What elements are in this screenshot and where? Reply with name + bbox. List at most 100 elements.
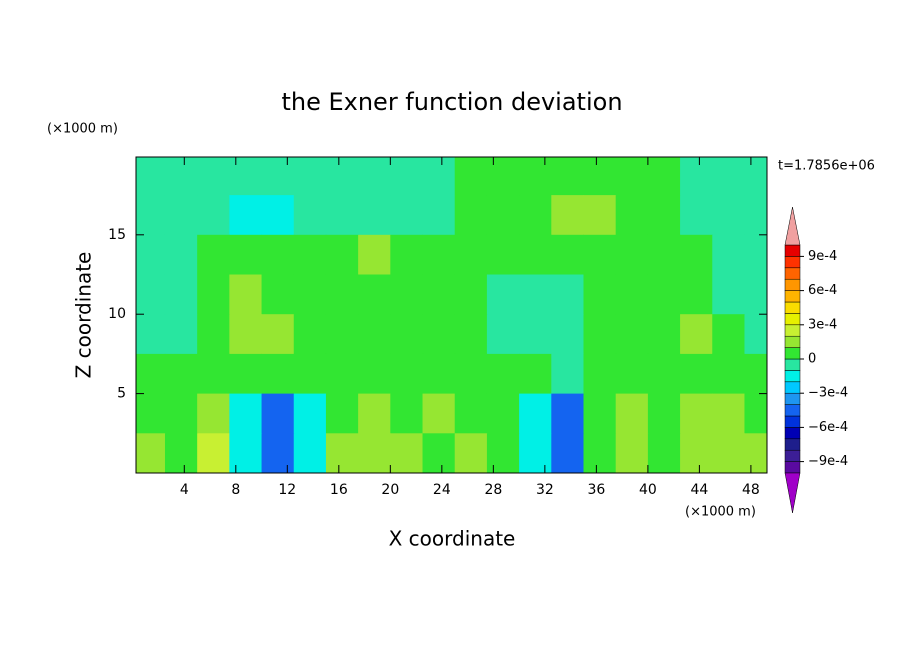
- colorbar-tick-label: 0: [808, 352, 816, 367]
- field-cell: [390, 314, 424, 355]
- field-cell: [486, 314, 520, 355]
- field-cell: [519, 314, 552, 355]
- field-cell: [486, 433, 520, 473]
- field-cell: [293, 195, 327, 236]
- field-cell: [197, 195, 230, 236]
- field-cell: [647, 433, 681, 473]
- field-cell: [680, 157, 713, 196]
- field-cell: [680, 195, 713, 236]
- field-cell: [229, 274, 263, 315]
- field-cell: [293, 314, 327, 355]
- field-cell: [422, 234, 456, 276]
- field-cell: [164, 195, 198, 236]
- field-cell: [647, 353, 681, 395]
- y-tick-label: 15: [108, 227, 126, 243]
- y-tick-label: 10: [108, 306, 126, 322]
- field-cell: [164, 314, 198, 355]
- field-cell: [164, 234, 198, 276]
- field-cell: [647, 314, 681, 355]
- field-cell: [680, 274, 713, 315]
- field-cell: [551, 234, 584, 276]
- field-cell: [197, 314, 230, 355]
- field-cell: [551, 433, 584, 473]
- field-cell: [519, 234, 552, 276]
- x-tick-label: 44: [690, 482, 708, 498]
- field-cell: [136, 393, 166, 434]
- plot-frame: [135, 156, 768, 474]
- field-cell: [615, 433, 649, 473]
- field-cell: [583, 234, 617, 276]
- field-cell: [712, 393, 745, 434]
- field-cell: [390, 393, 424, 434]
- field-cell: [197, 433, 230, 473]
- field-cell: [325, 195, 359, 236]
- y-unit: (×1000 m): [47, 122, 118, 137]
- field-cell: [551, 195, 584, 236]
- field-cell: [136, 234, 166, 276]
- field-cell: [680, 234, 713, 276]
- colorbar-box: [784, 370, 801, 383]
- colorbar-box: [784, 392, 801, 405]
- field-cell: [647, 157, 681, 196]
- field-cell: [519, 274, 552, 315]
- field-cell: [390, 157, 424, 196]
- colorbar-box: [784, 449, 801, 462]
- field-cell: [454, 393, 488, 434]
- field-cell: [744, 274, 767, 315]
- field-cell: [358, 234, 391, 276]
- field-cell: [519, 157, 552, 196]
- field-cell: [164, 274, 198, 315]
- field-cell: [229, 433, 263, 473]
- field-cell: [615, 393, 649, 434]
- field-cell: [197, 234, 230, 276]
- field-cell: [261, 234, 295, 276]
- field-cell: [229, 195, 263, 236]
- colorbar-box: [784, 324, 801, 337]
- field-cell: [261, 157, 295, 196]
- field-cell: [390, 195, 424, 236]
- field-cell: [358, 195, 391, 236]
- field-cell: [422, 314, 456, 355]
- field-cell: [325, 433, 359, 473]
- field-cell: [712, 195, 745, 236]
- field-cell: [551, 274, 584, 315]
- field-cell: [136, 353, 166, 395]
- field-cell: [261, 274, 295, 315]
- field-cell: [390, 433, 424, 473]
- field-cell: [647, 195, 681, 236]
- field-cell: [680, 433, 713, 473]
- field-cell: [486, 353, 520, 395]
- field-cell: [197, 274, 230, 315]
- x-tick-label: 32: [536, 482, 554, 498]
- field-cell: [358, 157, 391, 196]
- field-cell: [712, 433, 745, 473]
- x-tick-label: 40: [639, 482, 657, 498]
- colorbar-box: [784, 256, 801, 269]
- field-cell: [136, 433, 166, 473]
- field-cell: [712, 274, 745, 315]
- field-cell: [583, 393, 617, 434]
- field-cell: [454, 274, 488, 315]
- field-cell: [325, 314, 359, 355]
- x-tick-label: 8: [231, 482, 240, 498]
- field-cell: [197, 393, 230, 434]
- colorbar-box: [784, 461, 801, 474]
- field-cell: [647, 393, 681, 434]
- colorbar-box: [784, 290, 801, 303]
- field-cell: [229, 314, 263, 355]
- colorbar-box: [784, 427, 801, 440]
- field-cell: [519, 353, 552, 395]
- x-tick-label: 16: [330, 482, 348, 498]
- x-tick-label: 4: [180, 482, 189, 498]
- field-cell: [486, 195, 520, 236]
- field-cell: [551, 393, 584, 434]
- field-cell: [744, 314, 767, 355]
- colorbar-box: [784, 313, 801, 326]
- field-cell: [454, 157, 488, 196]
- colorbar-over: [784, 206, 801, 246]
- x-tick-label: 12: [278, 482, 296, 498]
- field-cell: [358, 314, 391, 355]
- field-cell: [422, 353, 456, 395]
- field-cell: [615, 314, 649, 355]
